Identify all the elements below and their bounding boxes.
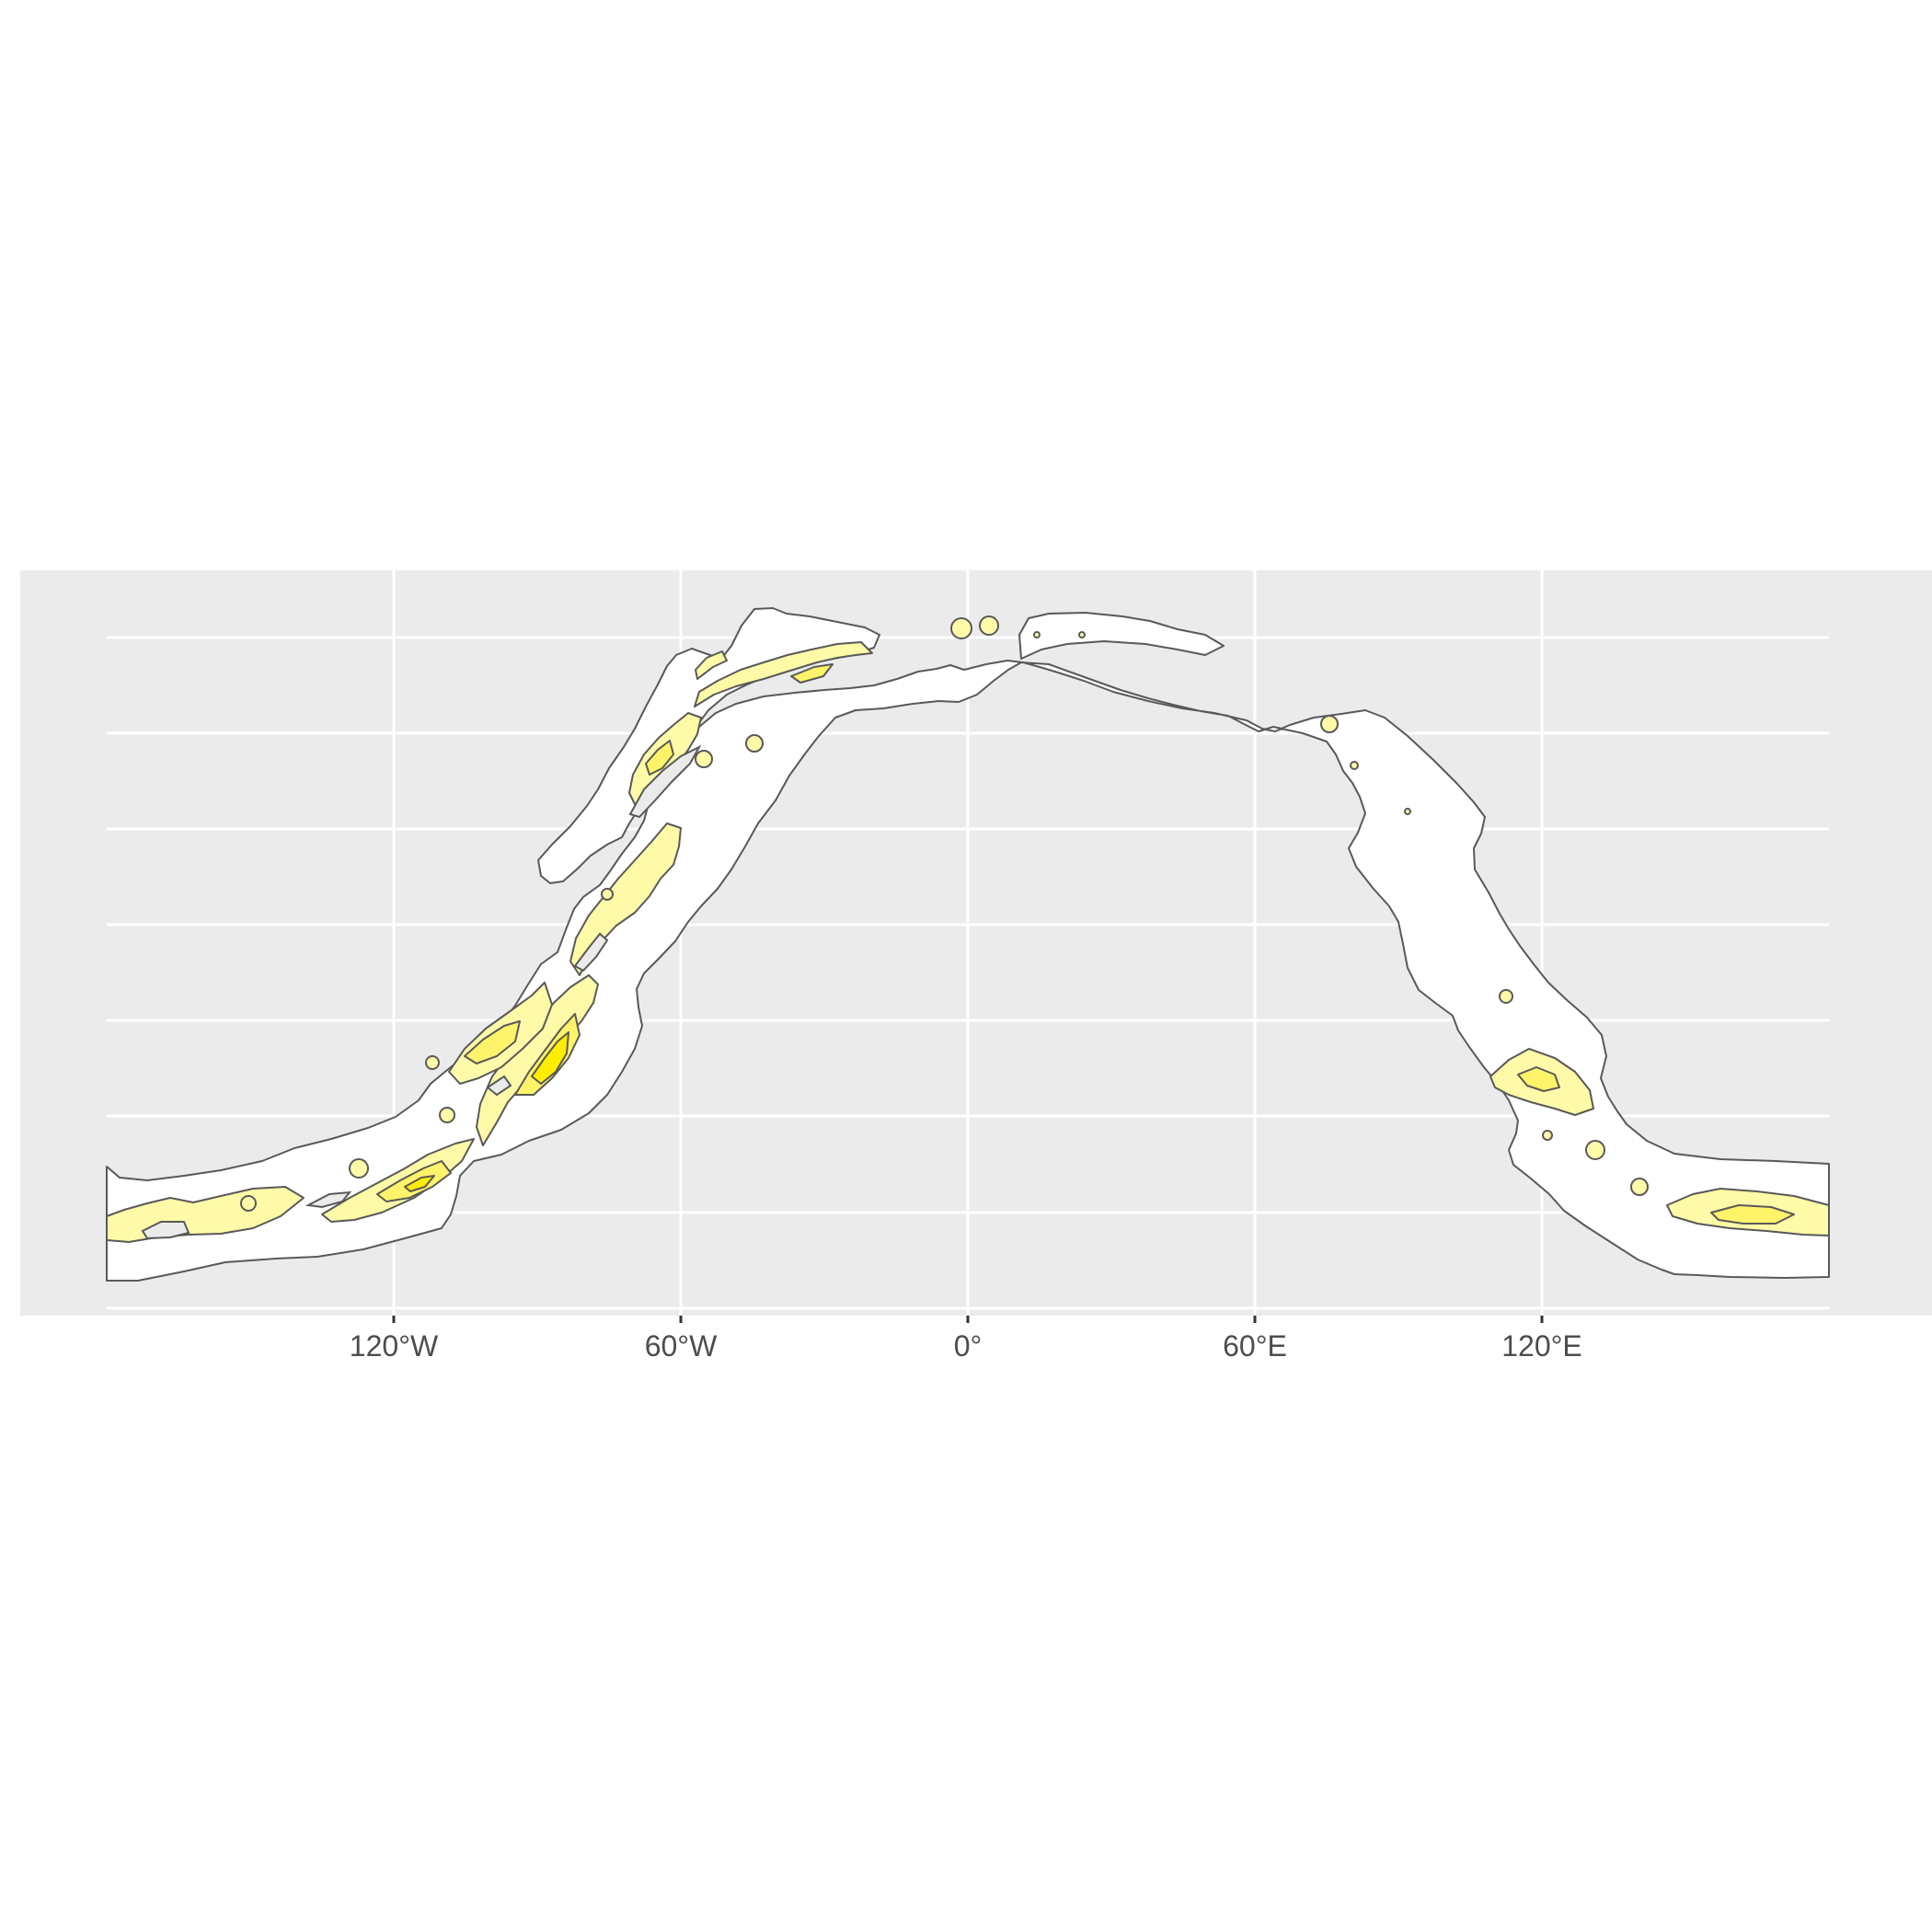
contour-region-top — [1018, 612, 1225, 660]
contour-region — [1710, 1204, 1795, 1225]
contour-blob — [979, 615, 999, 636]
contour-blobs — [240, 615, 1649, 1212]
contour-hole — [141, 1221, 190, 1240]
contour-blob — [601, 888, 614, 901]
contour-blob — [1350, 761, 1359, 770]
contour-blob — [439, 1107, 455, 1123]
contour-blob — [1585, 1140, 1605, 1160]
contour-blob — [745, 734, 764, 753]
contour-region — [531, 1031, 569, 1085]
x-tick-label: 120°E — [1501, 1329, 1582, 1363]
contour-hole — [573, 932, 609, 972]
contour-holes — [141, 744, 702, 1240]
contour-region — [695, 650, 728, 680]
contour-level-4 — [404, 1031, 569, 1192]
contour-blob — [1630, 1178, 1649, 1196]
contour-region — [1517, 1066, 1560, 1092]
contour-hole — [305, 1190, 352, 1209]
contour-blob — [1320, 715, 1339, 733]
contour-hole — [628, 744, 702, 819]
contour-blob — [695, 750, 713, 768]
contour-blob — [349, 1158, 369, 1179]
x-tick-label: 0° — [954, 1329, 983, 1363]
contour-blob — [1033, 631, 1041, 638]
contour-blob — [240, 1195, 257, 1212]
contour-region — [321, 1138, 475, 1223]
x-tick-label: 60°W — [645, 1329, 718, 1363]
x-axis: 120°W 60°W 0° 60°E 120°E — [350, 1316, 1582, 1363]
contour-region — [464, 1020, 521, 1064]
contour-region — [645, 740, 674, 776]
contour-blob — [1078, 631, 1086, 638]
contour-region — [694, 641, 873, 707]
contour-region — [404, 1175, 435, 1192]
x-tick-label: 60°E — [1223, 1329, 1287, 1363]
contour-blob — [1499, 989, 1513, 1004]
contour-blob — [1542, 1130, 1553, 1141]
x-tick-label: 120°W — [350, 1329, 439, 1363]
contour-region — [790, 663, 834, 684]
contour-blob — [425, 1055, 440, 1070]
contour-blob — [950, 617, 972, 639]
contour-blob — [1404, 808, 1411, 815]
contour-hole — [486, 1075, 512, 1097]
gridlines — [107, 570, 1829, 1316]
